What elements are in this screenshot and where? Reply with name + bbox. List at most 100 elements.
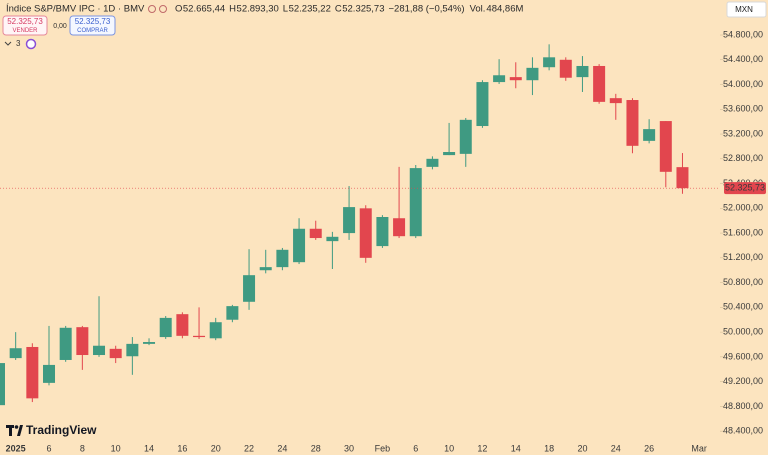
- brand-name: TradingView: [26, 423, 97, 437]
- candle-body: [276, 249, 289, 268]
- x-tick-label: 12: [477, 443, 487, 453]
- x-tick-label: 10: [444, 443, 454, 453]
- candle-body: [243, 275, 256, 302]
- y-tick-label: 54.800,00: [723, 29, 763, 39]
- candle-body: [643, 129, 656, 141]
- logo-part: [9, 425, 12, 436]
- candle-body: [76, 327, 89, 356]
- x-tick-label: 26: [644, 443, 654, 453]
- candle-body: [0, 363, 5, 406]
- buy-button[interactable]: [69, 15, 116, 36]
- candle-body: [226, 306, 239, 320]
- candle-body: [576, 65, 589, 78]
- y-tick-label: 50.800,00: [723, 277, 763, 287]
- collapse-icon[interactable]: [4, 41, 12, 46]
- x-tick-label: 30: [344, 443, 354, 453]
- candle-body: [676, 167, 689, 189]
- candle-body: [59, 327, 72, 360]
- x-tick-label: Feb: [375, 443, 391, 453]
- x-tick-label: Mar: [691, 443, 707, 453]
- candle-body: [459, 119, 472, 154]
- eye-icon[interactable]: [148, 5, 156, 13]
- indicators-count[interactable]: 3: [16, 39, 21, 48]
- y-tick-label: 48.400,00: [723, 426, 763, 436]
- candle-body: [126, 343, 139, 357]
- x-tick-label: 16: [177, 443, 187, 453]
- candle-body: [526, 67, 539, 81]
- candle-body: [559, 59, 572, 78]
- x-tick-label: 18: [544, 443, 554, 453]
- candle-body: [443, 152, 456, 156]
- sell-price[interactable]: 52.325,73: [7, 17, 43, 26]
- y-tick-label: 51.600,00: [723, 227, 763, 237]
- flag-icon[interactable]: [159, 5, 167, 13]
- candle-body: [259, 267, 272, 271]
- candle-body: [93, 345, 106, 356]
- candle-body: [293, 228, 306, 263]
- candle-body: [609, 98, 622, 104]
- y-tick-label: 48.800,00: [723, 401, 763, 411]
- ohlc-key: C: [335, 4, 342, 15]
- x-tick-label: 14: [511, 443, 521, 453]
- candle-body: [509, 77, 522, 81]
- sell-button[interactable]: [2, 15, 48, 36]
- price-tag: [724, 182, 766, 195]
- spread: 0,00: [53, 23, 67, 30]
- y-tick-label: 54.400,00: [723, 54, 763, 64]
- ohlc-value: 52.665,44: [183, 4, 225, 15]
- currency-label[interactable]: MXN: [735, 5, 753, 14]
- currency-button[interactable]: [726, 1, 767, 18]
- logo-part: [17, 425, 23, 436]
- x-tick-label: 28: [311, 443, 321, 453]
- ohlc-key: H: [229, 4, 236, 15]
- candle-body: [543, 57, 556, 68]
- candle-body: [593, 65, 606, 102]
- sell-label[interactable]: VENDER: [12, 28, 38, 34]
- logo-part: [14, 425, 19, 429]
- candle-body: [409, 168, 422, 237]
- x-tick-label: 8: [80, 443, 85, 453]
- candle-body: [159, 317, 172, 338]
- candle-body: [176, 314, 189, 336]
- candle-body: [343, 207, 356, 234]
- candle-body: [493, 75, 506, 83]
- ohlc-key: L: [283, 4, 288, 15]
- symbol-title: Índice S&P/BMV IPC · 1D · BMV: [6, 4, 145, 15]
- x-tick-label: 14: [144, 443, 154, 453]
- candle-body: [626, 100, 639, 146]
- buy-label[interactable]: COMPRAR: [77, 28, 108, 34]
- y-tick-label: 53.600,00: [723, 104, 763, 114]
- candle-body: [326, 236, 339, 242]
- y-tick-label: 54.000,00: [723, 79, 763, 89]
- candle-body: [143, 342, 156, 344]
- ohlc-value: 52.325,73: [342, 4, 384, 15]
- ohlc-value: 52.235,22: [289, 4, 331, 15]
- brand-logo: [6, 425, 23, 436]
- x-tick-label: 24: [277, 443, 287, 453]
- x-tick-label: 20: [577, 443, 587, 453]
- y-tick-label: 51.200,00: [723, 252, 763, 262]
- y-tick-label: 49.600,00: [723, 351, 763, 361]
- buy-price[interactable]: 52.325,73: [75, 17, 111, 26]
- candle-body: [359, 208, 372, 258]
- y-tick-label: 50.400,00: [723, 302, 763, 312]
- candle-body: [659, 121, 672, 172]
- candle-body: [476, 82, 489, 127]
- y-tick-label: 52.800,00: [723, 153, 763, 163]
- y-tick-label: 53.200,00: [723, 128, 763, 138]
- y-tick-label: 50.000,00: [723, 326, 763, 336]
- volume-key: Vol.: [470, 4, 486, 15]
- y-tick-label: 49.200,00: [723, 376, 763, 386]
- x-tick-label: 24: [611, 443, 621, 453]
- x-tick-label: 10: [111, 443, 121, 453]
- x-tick-label: 22: [244, 443, 254, 453]
- indicator-icon[interactable]: [25, 38, 37, 50]
- y-tick-label: 52.000,00: [723, 203, 763, 213]
- candle-body: [109, 348, 122, 359]
- candle-body: [193, 335, 206, 338]
- candle-body: [426, 158, 439, 167]
- x-tick-label: 2025: [6, 443, 26, 453]
- candle-body: [26, 346, 39, 399]
- price-tag-label: 52.325,73: [725, 183, 765, 193]
